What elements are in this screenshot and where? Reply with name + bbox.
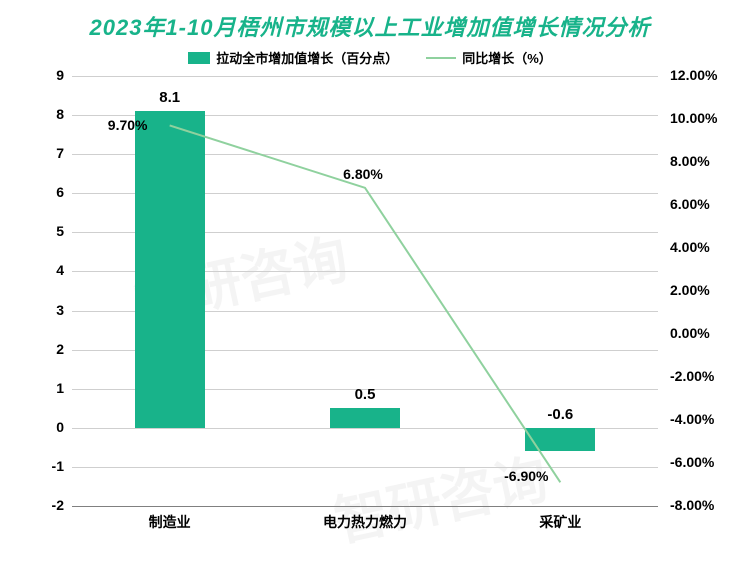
y-left-tick-label: -1 [24,458,64,474]
legend-line-swatch [426,57,456,59]
y-right-tick-label: -6.00% [670,454,734,470]
y-left-tick-label: 2 [24,341,64,357]
y-right-tick-label: 4.00% [670,239,734,255]
y-right-tick-label: 0.00% [670,325,734,341]
y-right-tick-label: 6.00% [670,196,734,212]
y-right-tick-label: 10.00% [670,110,734,126]
y-left-tick-label: 6 [24,184,64,200]
x-tick-label: 制造业 [149,512,191,532]
y-right-tick-label: -8.00% [670,497,734,513]
legend-line-label: 同比增长（%） [462,48,552,67]
line-value-label: 9.70% [108,117,148,133]
y-left-tick-label: 3 [24,302,64,318]
plot-area: 智研咨询智研咨询-2-10123456789-8.00%-6.00%-4.00%… [72,76,658,526]
line-value-label: 6.80% [343,166,383,182]
line-series [72,76,658,506]
x-tick-label: 电力热力燃力 [323,512,407,532]
y-right-tick-label: 8.00% [670,153,734,169]
x-axis-line [72,506,658,507]
legend-bar-swatch [188,52,210,64]
line-value-label: -6.90% [504,468,548,484]
y-left-tick-label: 0 [24,419,64,435]
chart-title: 2023年1-10月梧州市规模以上工业增加值增长情况分析 [0,0,740,42]
y-left-tick-label: 1 [24,380,64,396]
y-left-tick-label: 9 [24,67,64,83]
y-right-tick-label: 2.00% [670,282,734,298]
y-right-tick-label: -2.00% [670,368,734,384]
y-left-tick-label: 4 [24,262,64,278]
y-left-tick-label: 7 [24,145,64,161]
y-right-tick-label: 12.00% [670,67,734,83]
legend-item-bar: 拉动全市增加值增长（百分点） [188,48,398,67]
y-left-tick-label: -2 [24,497,64,513]
y-right-tick-label: -4.00% [670,411,734,427]
y-left-tick-label: 5 [24,223,64,239]
legend-item-line: 同比增长（%） [426,48,552,67]
y-left-tick-label: 8 [24,106,64,122]
legend-bar-label: 拉动全市增加值增长（百分点） [216,48,398,67]
x-tick-label: 采矿业 [539,512,581,532]
legend: 拉动全市增加值增长（百分点） 同比增长（%） [0,48,740,67]
